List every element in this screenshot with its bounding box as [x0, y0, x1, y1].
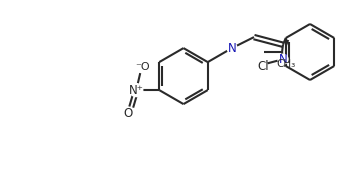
Text: ⁻O: ⁻O: [135, 62, 149, 72]
Circle shape: [227, 43, 237, 53]
Circle shape: [278, 54, 288, 64]
Text: N⁺: N⁺: [129, 84, 144, 97]
Text: CH₃: CH₃: [277, 59, 296, 69]
Text: N: N: [279, 53, 287, 66]
Text: O: O: [123, 107, 133, 120]
Text: Cl: Cl: [257, 60, 269, 73]
Circle shape: [123, 108, 133, 118]
Text: N: N: [228, 42, 236, 55]
Circle shape: [130, 84, 143, 97]
Circle shape: [137, 62, 147, 72]
